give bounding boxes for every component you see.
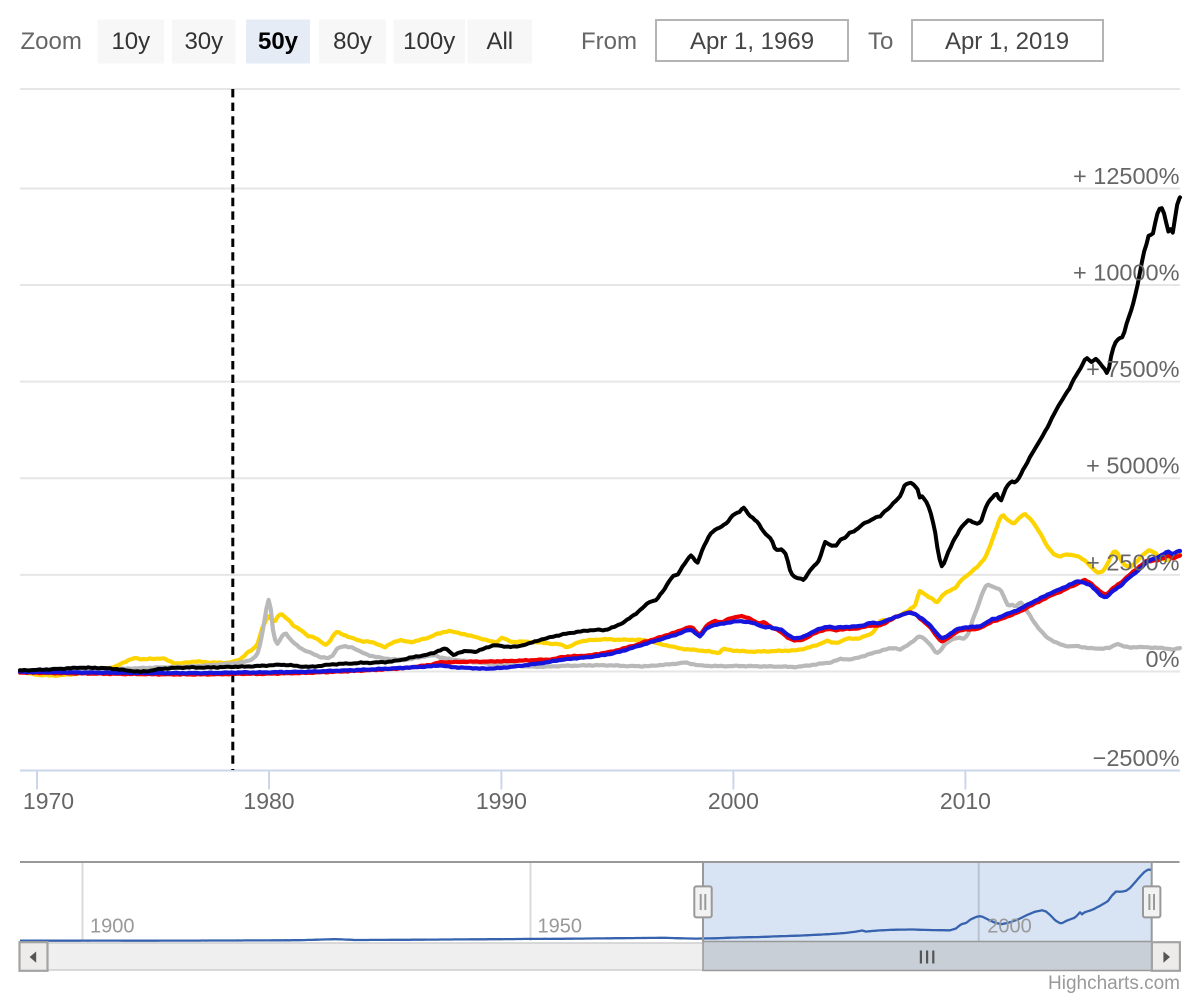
svg-text:2000: 2000 [708,788,759,814]
svg-text:+ 2500%: + 2500% [1086,549,1180,575]
svg-text:Apr 1, 2019: Apr 1, 2019 [945,28,1069,55]
svg-text:Zoom: Zoom [21,28,82,55]
svg-text:To: To [868,28,893,55]
svg-text:Apr 1, 1969: Apr 1, 1969 [690,28,814,55]
svg-text:From: From [581,28,637,55]
svg-text:2010: 2010 [940,788,991,814]
svg-text:50y: 50y [258,28,299,55]
svg-text:1900: 1900 [90,916,135,938]
svg-text:+ 10000%: + 10000% [1073,260,1180,286]
svg-text:All: All [486,28,513,55]
svg-text:100y: 100y [403,28,455,55]
svg-text:1970: 1970 [23,788,74,814]
svg-text:Highcharts.com: Highcharts.com [1048,973,1180,994]
svg-text:10y: 10y [111,28,150,55]
svg-text:0%: 0% [1146,646,1180,672]
svg-text:−2500%: −2500% [1093,745,1180,771]
svg-text:1990: 1990 [476,788,527,814]
svg-text:1980: 1980 [243,788,294,814]
svg-text:1950: 1950 [538,916,583,938]
svg-text:30y: 30y [184,28,223,55]
svg-text:+ 7500%: + 7500% [1086,356,1180,382]
svg-text:2000: 2000 [987,916,1032,938]
svg-text:80y: 80y [333,28,372,55]
svg-text:+ 12500%: + 12500% [1073,163,1180,189]
svg-text:+ 5000%: + 5000% [1086,453,1180,479]
